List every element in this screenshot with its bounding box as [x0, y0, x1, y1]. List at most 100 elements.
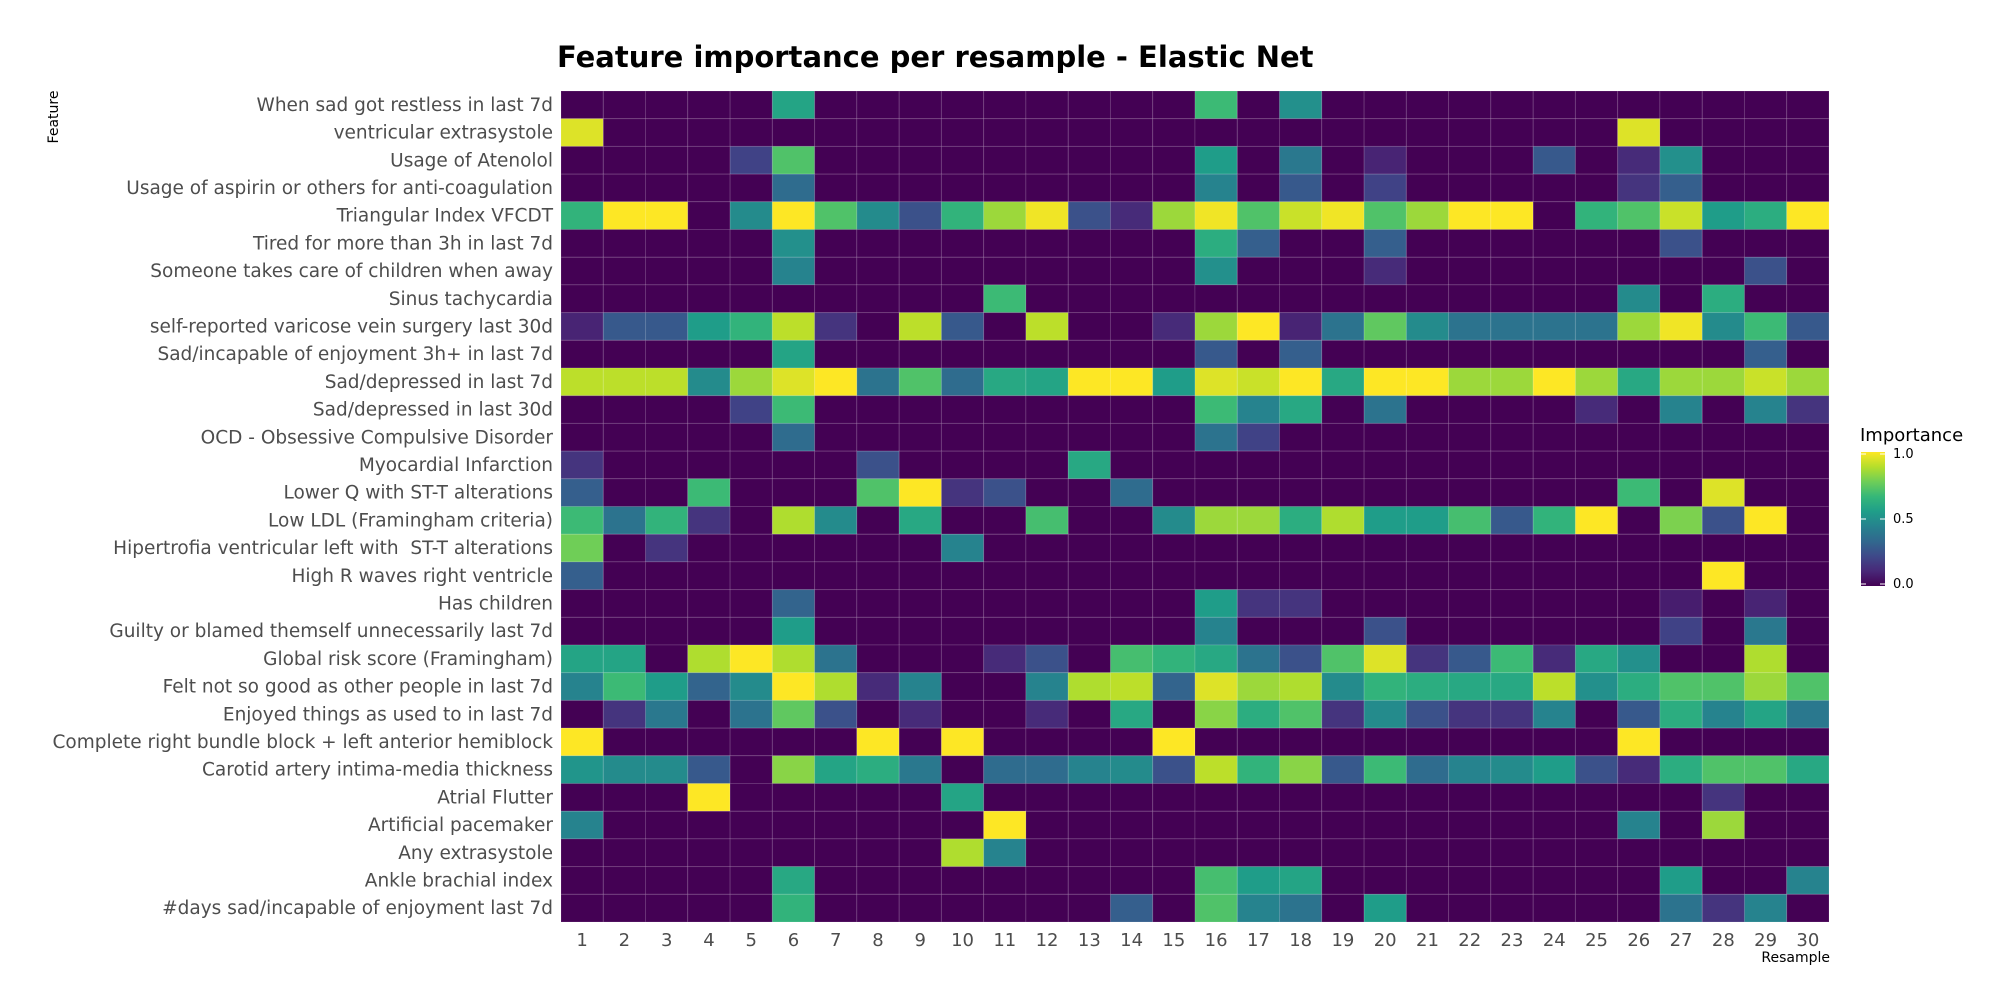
- heatmap-cell: [1025, 561, 1069, 591]
- heatmap-cell: [898, 727, 942, 757]
- heatmap-cell: [771, 229, 816, 258]
- heatmap-cell: [1236, 561, 1281, 591]
- x-tick-label: 10: [951, 930, 974, 951]
- heatmap-cell: [1617, 312, 1661, 341]
- heatmap-cell: [771, 589, 816, 618]
- heatmap-cell: [1152, 118, 1196, 147]
- heatmap-cell: [814, 810, 858, 840]
- heatmap-cell: [687, 367, 731, 397]
- heatmap-cell: [1701, 810, 1745, 840]
- heatmap-cell: [1194, 561, 1238, 591]
- heatmap-cell: [1321, 699, 1365, 729]
- heatmap-cell: [1532, 506, 1576, 535]
- heatmap-cell: [1532, 561, 1576, 591]
- heatmap-cell: [1067, 616, 1111, 646]
- heatmap-cell: [602, 644, 647, 674]
- heatmap-cell: [1279, 699, 1323, 729]
- heatmap-cell: [1025, 256, 1069, 286]
- heatmap-cell: [1405, 256, 1450, 286]
- heatmap-cell: [645, 866, 689, 895]
- heatmap-cell: [983, 893, 1027, 923]
- heatmap-cell: [771, 256, 816, 286]
- heatmap-cell: [1025, 395, 1069, 424]
- heatmap-cell: [940, 173, 985, 203]
- heatmap-cell: [1786, 367, 1830, 397]
- x-tick-label: 25: [1585, 930, 1608, 951]
- heatmap-cell: [1363, 422, 1407, 452]
- heatmap-cell: [687, 561, 731, 591]
- heatmap-cell: [1109, 506, 1154, 535]
- heatmap-cell: [898, 699, 942, 729]
- heatmap-cell: [1152, 478, 1196, 507]
- heatmap-cell: [1109, 312, 1154, 341]
- heatmap-cell: [771, 145, 816, 175]
- heatmap-cell: [856, 118, 900, 147]
- heatmap-cell: [729, 672, 773, 701]
- heatmap-cell: [814, 838, 858, 868]
- heatmap-cell: [1786, 755, 1830, 784]
- heatmap-cell: [1194, 810, 1238, 840]
- heatmap-cell: [1152, 312, 1196, 341]
- heatmap-cell: [1152, 616, 1196, 646]
- x-tick-label: 23: [1501, 930, 1524, 951]
- heatmap-cell: [729, 284, 773, 314]
- heatmap-cell: [1786, 561, 1830, 591]
- heatmap-cell: [1743, 506, 1788, 535]
- y-tick-label: High R waves right ventricle: [291, 566, 553, 587]
- heatmap-cell: [1067, 422, 1111, 452]
- heatmap-cell: [1236, 699, 1281, 729]
- heatmap-cell: [560, 506, 604, 535]
- heatmap-cell: [1194, 118, 1238, 147]
- heatmap-cell: [940, 783, 985, 812]
- heatmap-cell: [729, 90, 773, 120]
- heatmap-cell: [1279, 395, 1323, 424]
- heatmap-cell: [814, 506, 858, 535]
- heatmap-cell: [560, 450, 604, 480]
- heatmap-cell: [1448, 893, 1492, 923]
- heatmap-cell: [1236, 450, 1281, 480]
- heatmap-cell: [1405, 727, 1450, 757]
- y-tick-label: Lower Q with ST-T alterations: [283, 483, 553, 504]
- heatmap-cell: [602, 145, 647, 175]
- heatmap-cell: [940, 561, 985, 591]
- heatmap-cell: [1025, 838, 1069, 868]
- heatmap-cell: [1279, 672, 1323, 701]
- heatmap-cell: [983, 838, 1027, 868]
- heatmap-cell: [1279, 561, 1323, 591]
- heatmap-cell: [729, 395, 773, 424]
- heatmap-cell: [1152, 90, 1196, 120]
- heatmap-cell: [645, 312, 689, 341]
- x-tick-label: 7: [830, 930, 841, 951]
- heatmap-cell: [1067, 478, 1111, 507]
- y-tick-label: Carotid artery intima-media thickness: [202, 760, 553, 781]
- heatmap-cell: [1574, 866, 1619, 895]
- heatmap-cell: [1109, 783, 1154, 812]
- heatmap-cell: [771, 616, 816, 646]
- heatmap-cell: [645, 229, 689, 258]
- heatmap-cell: [1405, 893, 1450, 923]
- heatmap-cell: [1786, 118, 1830, 147]
- heatmap-cell: [1405, 90, 1450, 120]
- heatmap-cell: [1067, 866, 1111, 895]
- heatmap-cell: [1701, 533, 1745, 563]
- heatmap-cell: [856, 90, 900, 120]
- heatmap-cell: [1532, 201, 1576, 231]
- heatmap-cell: [1405, 478, 1450, 507]
- heatmap-cell: [1490, 616, 1534, 646]
- heatmap-cell: [687, 478, 731, 507]
- heatmap-cell: [1659, 145, 1703, 175]
- heatmap-cell: [771, 810, 816, 840]
- heatmap-cell: [1659, 506, 1703, 535]
- heatmap-cell: [1236, 395, 1281, 424]
- heatmap-cell: [1067, 783, 1111, 812]
- heatmap-cell: [856, 312, 900, 341]
- heatmap-cell: [1532, 284, 1576, 314]
- heatmap-cell: [1109, 395, 1154, 424]
- heatmap-cell: [687, 312, 731, 341]
- heatmap-cell: [1490, 533, 1534, 563]
- heatmap-cell: [1279, 866, 1323, 895]
- heatmap-cell: [1786, 783, 1830, 812]
- heatmap-cell: [1532, 533, 1576, 563]
- heatmap-cell: [1236, 339, 1281, 369]
